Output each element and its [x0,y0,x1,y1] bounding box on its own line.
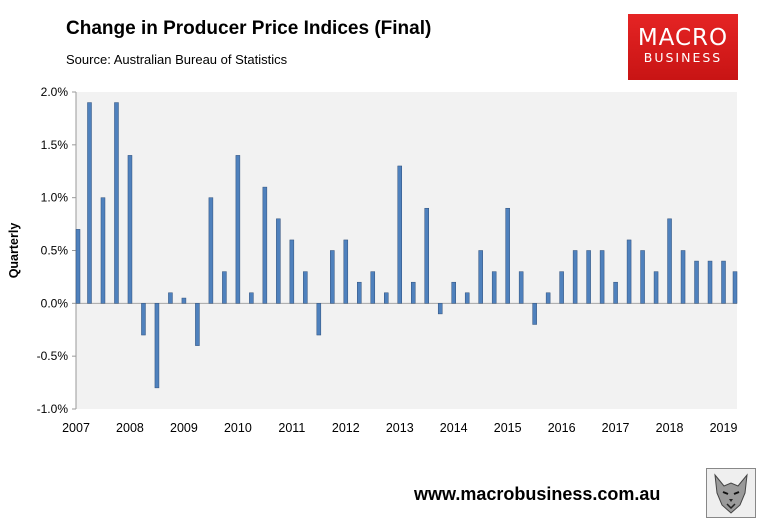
plot-area [76,92,737,409]
bar [181,297,187,304]
bar [559,271,564,304]
bar [100,197,106,304]
x-tick-label: 2014 [440,421,468,435]
x-tick-label: 2016 [548,421,576,435]
y-tick-label: -0.5% [37,349,69,363]
x-tick-label: 2013 [386,421,414,435]
bar [370,271,376,304]
bar [545,292,551,304]
bar [410,281,416,304]
x-tick-label: 2007 [62,421,90,435]
bar [235,155,241,304]
x-tick-label: 2018 [656,421,684,435]
bar [437,303,443,315]
bar [653,271,659,304]
bar-chart: 2.0% 1.5% 1.0% 0.5% 0.0% -0.5% -1.0% Quarterly 2… [7,85,738,435]
y-axis-label: Quarterly [7,223,21,279]
chart-title: Change in Producer Price Indices (Final) [66,18,432,39]
x-tick-label: 2009 [170,421,198,435]
bar [222,271,227,304]
bar [424,207,429,304]
x-tick-label: 2015 [494,421,522,435]
bar [626,239,632,304]
y-tick-label: 2.0% [41,85,69,99]
bar [667,218,672,304]
y-tick-label: 0.0% [41,296,69,310]
bar [478,250,483,304]
bar [491,271,497,304]
y-tick-label: -1.0% [37,402,69,416]
bar [599,250,605,304]
bar [732,271,738,304]
bar [680,250,686,304]
x-tick-label: 2011 [278,421,305,435]
bar [464,292,470,304]
x-tick-label: 2017 [602,421,630,435]
bar [114,102,119,304]
bar [505,207,510,304]
chart-source: Source: Australian Bureau of Statistics [66,52,288,67]
logo-line-2: BUSINESS [643,50,723,65]
bar [154,303,160,389]
wolf-logo-icon [706,468,756,518]
x-tick-label: 2012 [332,421,360,435]
y-tick-label: 1.5% [41,138,69,152]
bar [451,281,456,304]
x-tick-label: 2008 [116,421,144,435]
bar [572,250,578,304]
bar [127,155,133,304]
bar [249,292,254,304]
bar [357,281,362,304]
bar [141,303,146,336]
y-tick-label: 0.5% [41,244,69,258]
bar [694,260,699,304]
logo-line-1: MACRO [637,25,729,51]
bar [384,292,389,304]
bar [87,102,92,304]
bar [640,250,645,304]
bar [532,303,537,325]
bar [397,165,403,304]
bar [262,186,268,304]
bar [518,271,524,304]
bar [289,239,295,304]
bar [613,281,618,304]
bar [330,250,335,304]
bar [343,239,349,304]
bar [707,260,713,304]
bar [586,250,591,304]
x-tick-label: 2019 [710,421,738,435]
x-tick-label: 2010 [224,421,252,435]
bar [195,303,200,346]
bar [168,292,173,304]
bar [276,218,281,304]
website-url: www.macrobusiness.com.au [414,484,661,504]
bar [303,271,308,304]
bar [316,303,322,336]
bar [75,229,81,304]
macrobusiness-logo: MACRO BUSINESS [628,14,738,80]
bar [721,260,726,304]
bar [208,197,214,304]
y-tick-label: 1.0% [41,191,69,205]
